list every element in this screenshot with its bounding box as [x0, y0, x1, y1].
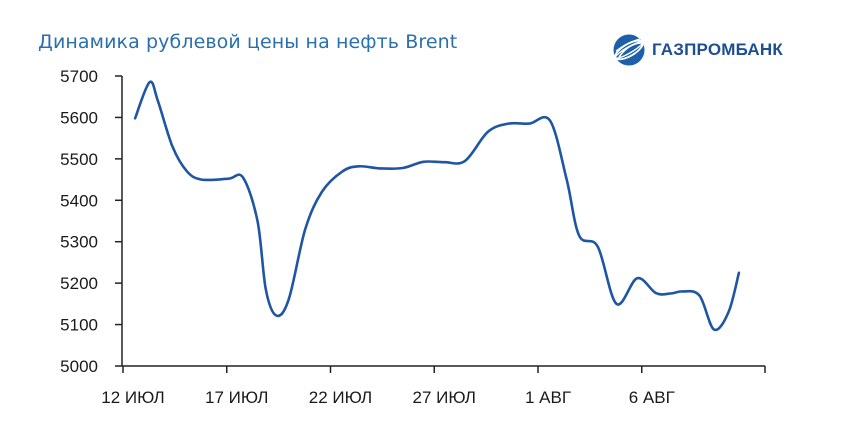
y-tick-label: 5400 — [60, 191, 98, 210]
logo-text: ГАЗПРОМБАНК — [652, 40, 783, 59]
chart-title: Динамика рублевой цены на нефть Brent — [38, 31, 458, 53]
gazprombank-sphere-icon — [613, 34, 645, 66]
y-tick-label: 5500 — [60, 150, 98, 169]
y-tick-label: 5100 — [60, 316, 98, 335]
x-tick-label: 22 ИЮЛ — [309, 388, 372, 407]
series-line — [133, 80, 741, 332]
y-tick-label: 5000 — [60, 357, 98, 376]
y-tick-label: 5200 — [60, 274, 98, 293]
x-tick-label: 6 АВГ — [629, 388, 675, 407]
x-tick-label: 1 АВГ — [525, 388, 571, 407]
x-axis-ticks: 12 ИЮЛ 17 ИЮЛ 22 ИЮЛ 27 ИЮЛ 1 АВГ 6 АВГ — [101, 366, 766, 407]
y-axis-ticks: 5000 5100 5200 5300 5400 5500 5600 5700 — [60, 67, 122, 376]
y-tick-label: 5300 — [60, 233, 98, 252]
y-tick-label: 5700 — [60, 67, 98, 86]
x-tick-label: 27 ИЮЛ — [413, 388, 476, 407]
x-tick-label: 17 ИЮЛ — [205, 388, 268, 407]
bank-logo: ГАЗПРОМБАНК — [612, 33, 783, 67]
x-tick-label: 12 ИЮЛ — [101, 388, 164, 407]
y-tick-label: 5600 — [60, 108, 98, 127]
